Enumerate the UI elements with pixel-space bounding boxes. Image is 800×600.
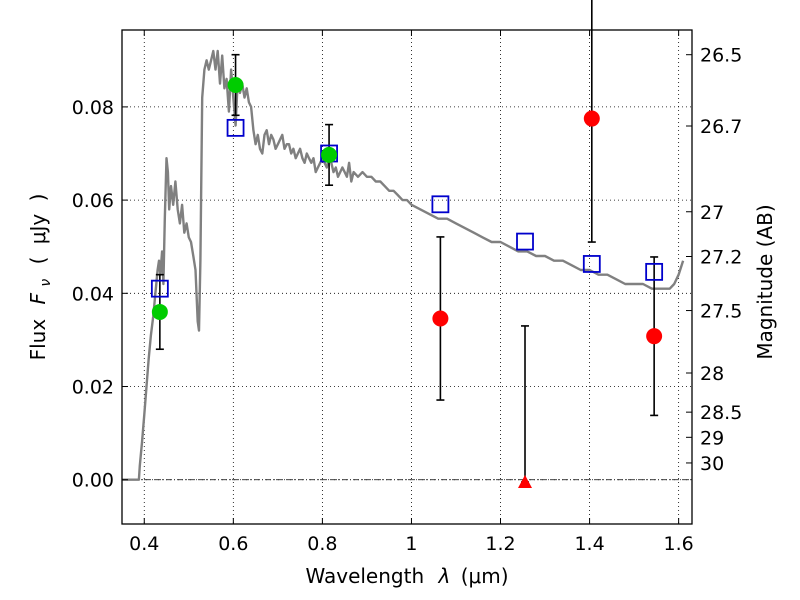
y2-tick-label: 30 bbox=[700, 453, 724, 475]
plot-frame bbox=[121, 29, 693, 525]
y-axis-label-prefix: Flux bbox=[26, 319, 50, 361]
detection-point bbox=[432, 310, 449, 327]
y-axis-label-open-paren: ( bbox=[26, 257, 50, 265]
x-tick-label: 1 bbox=[405, 533, 417, 555]
x-tick-label: 0.4 bbox=[129, 533, 159, 555]
detection-point bbox=[151, 303, 168, 320]
tick-labels: 0.4 0.6 0.8 1 1.2 1.4 1.6 0.00 0.02 0.04 0.06 0.08 2… bbox=[72, 45, 743, 555]
y2-tick-label: 26.7 bbox=[700, 116, 742, 138]
detection-point bbox=[321, 146, 338, 163]
y-axis-label-units: μJy bbox=[26, 214, 50, 245]
x-tick-label: 1.4 bbox=[574, 533, 604, 555]
y-tick-label: 0.06 bbox=[72, 190, 114, 212]
y2-tick-label: 27 bbox=[700, 202, 724, 224]
y2-tick-label: 27.5 bbox=[700, 301, 742, 323]
spectrum-line bbox=[122, 49, 685, 481]
x-axis-label-prefix: Wavelength bbox=[305, 564, 424, 588]
x-tick-label: 1.6 bbox=[664, 533, 694, 555]
model-point bbox=[226, 118, 245, 137]
y2-tick-label: 27.2 bbox=[700, 246, 742, 268]
upper-limit-marker bbox=[518, 475, 533, 489]
y-axis-label-close-paren: ) bbox=[26, 194, 50, 202]
right-axis-label: Magnitude (AB) bbox=[753, 204, 777, 359]
model-point bbox=[516, 232, 534, 251]
model-point bbox=[645, 262, 664, 281]
template-spectrum bbox=[122, 49, 685, 481]
axis-ticks bbox=[122, 30, 692, 524]
y-tick-label: 0.02 bbox=[72, 377, 114, 399]
x-tick-label: 1.2 bbox=[485, 533, 515, 555]
x-axis-label-symbol: λ bbox=[438, 564, 451, 588]
y2-tick-label: 28.5 bbox=[700, 402, 742, 424]
y2-tick-label: 29 bbox=[700, 427, 724, 449]
detection-point bbox=[646, 328, 663, 345]
grid bbox=[122, 30, 692, 524]
y-axis-label-subscript: ν bbox=[38, 279, 54, 287]
model-point bbox=[150, 279, 169, 298]
detection-point bbox=[583, 110, 600, 127]
data-markers bbox=[150, 76, 664, 489]
x-tick-label: 0.6 bbox=[218, 533, 248, 555]
y-tick-label: 0.04 bbox=[72, 283, 114, 305]
y-axis-label: Flux F ν ( μJy ) bbox=[26, 194, 55, 361]
x-axis-label: Wavelength λ (μm) bbox=[305, 564, 508, 588]
x-tick-label: 0.8 bbox=[307, 533, 337, 555]
x-axis-label-units: (μm) bbox=[461, 564, 509, 588]
y2-tick-label: 28 bbox=[700, 363, 724, 385]
model-point bbox=[431, 195, 450, 214]
y-axis-label-symbol: F bbox=[26, 292, 50, 304]
detection-point bbox=[227, 76, 244, 93]
model-point bbox=[582, 255, 601, 273]
y-tick-label: 0.08 bbox=[72, 97, 114, 119]
y-tick-label: 0.00 bbox=[72, 470, 114, 492]
y2-tick-label: 26.5 bbox=[700, 45, 742, 67]
